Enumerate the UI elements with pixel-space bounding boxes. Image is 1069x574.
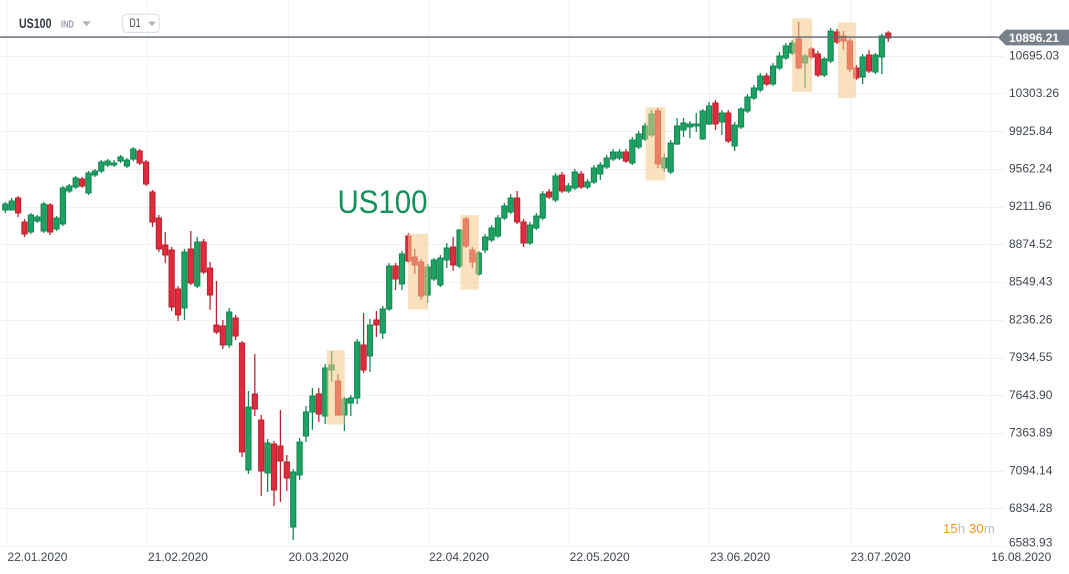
svg-text:9925.84: 9925.84	[1009, 124, 1053, 138]
svg-text:7643.90: 7643.90	[1009, 388, 1053, 402]
svg-text:7363.89: 7363.89	[1009, 426, 1053, 440]
svg-text:22.05.2020: 22.05.2020	[570, 550, 630, 564]
svg-text:6834.28: 6834.28	[1009, 501, 1053, 515]
svg-text:23.07.2020: 23.07.2020	[851, 550, 911, 564]
svg-text:US100: US100	[338, 184, 428, 220]
svg-text:IND: IND	[61, 19, 74, 31]
svg-text:15h 30m: 15h 30m	[943, 521, 995, 536]
svg-text:8549.43: 8549.43	[1009, 275, 1053, 289]
svg-text:16.08.2020: 16.08.2020	[991, 550, 1051, 564]
svg-text:21.02.2020: 21.02.2020	[148, 550, 208, 564]
svg-text:7094.14: 7094.14	[1009, 463, 1053, 477]
svg-text:10303.26: 10303.26	[1009, 86, 1059, 100]
svg-text:22.04.2020: 22.04.2020	[429, 550, 489, 564]
svg-text:20.03.2020: 20.03.2020	[289, 550, 349, 564]
svg-text:23.06.2020: 23.06.2020	[710, 550, 770, 564]
svg-text:10896.21: 10896.21	[1009, 31, 1059, 45]
svg-text:D1: D1	[130, 18, 141, 30]
svg-text:8874.52: 8874.52	[1009, 237, 1053, 251]
svg-text:US100: US100	[19, 15, 52, 31]
svg-text:22.01.2020: 22.01.2020	[7, 550, 67, 564]
svg-text:7934.55: 7934.55	[1009, 350, 1053, 364]
svg-text:6583.93: 6583.93	[1009, 535, 1053, 549]
svg-text:9211.96: 9211.96	[1009, 199, 1052, 213]
svg-text:10695.03: 10695.03	[1009, 48, 1059, 62]
svg-text:9562.24: 9562.24	[1009, 162, 1053, 176]
svg-text:8236.26: 8236.26	[1009, 312, 1053, 326]
